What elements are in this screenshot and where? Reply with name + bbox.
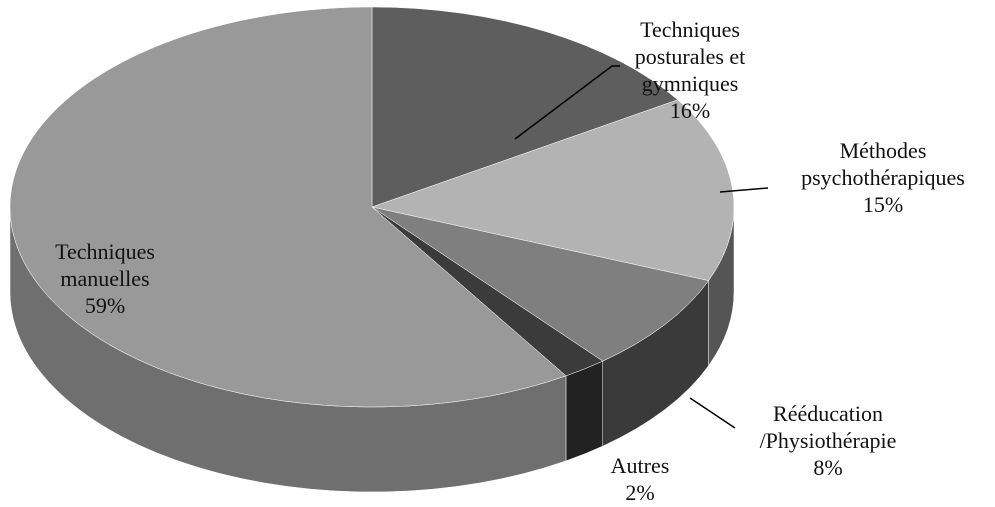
category-label: Techniques manuelles [55,239,155,291]
pie-slice [371,6,679,208]
value-label: 59% [84,293,126,318]
category-label: Rééducation /Physiothérapie [759,401,897,453]
value-label: 2% [625,480,655,505]
slice-label: Autres 2% [590,452,690,506]
value-label: 16% [669,98,711,123]
pie-slice [9,6,567,408]
value-label: 8% [813,455,843,480]
pie-slice [371,206,710,362]
pie-tops [9,6,735,408]
pie-slice-side [565,360,603,462]
leader-line [514,65,620,140]
pie-sides [9,206,735,493]
slice-label: Techniques manuelles 59% [35,238,175,319]
category-label: Autres [610,453,670,478]
slice-label: Méthodes psychothérapiques 15% [768,137,995,218]
leader-line [689,397,736,429]
category-label: Méthodes psychothérapiques [801,138,965,190]
leader-lines [514,65,769,429]
slice-label: Techniques posturales et gymniques 16% [605,16,775,124]
pie-slice [371,99,735,281]
slice-label: Rééducation /Physiothérapie 8% [723,400,933,481]
category-label: Techniques posturales et gymniques [634,17,746,96]
leader-line [719,187,769,193]
value-label: 15% [862,192,904,217]
